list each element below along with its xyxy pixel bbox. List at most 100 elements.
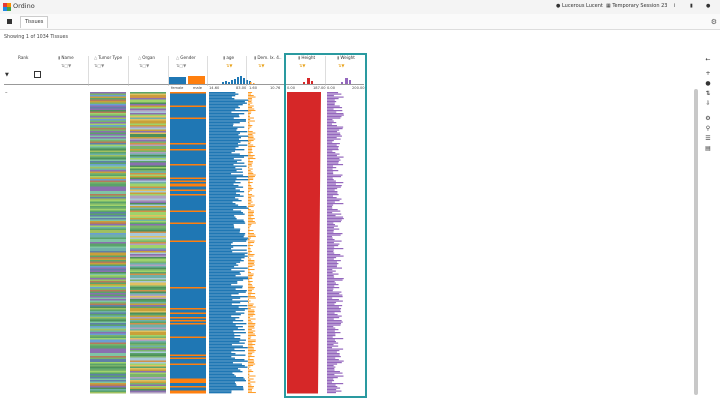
cell-dem-bar [248, 239, 250, 241]
info-icon[interactable]: i [674, 3, 676, 9]
col-header-rank[interactable]: Rank [18, 55, 29, 60]
cell-age-bar [209, 180, 236, 182]
search-icon[interactable]: ⚲ [705, 125, 711, 132]
header-controls-gender[interactable]: ⇅□▼ [176, 63, 187, 68]
cell-gender [170, 285, 206, 287]
cell-height-bar [287, 260, 320, 262]
menu-icon[interactable]: ☰ [705, 135, 711, 142]
col-header-name[interactable]: ▮Name [58, 55, 74, 60]
header-controls-height[interactable]: ⇅▼ [299, 63, 306, 68]
cell-gender [170, 371, 206, 373]
cell-tumor-type [90, 134, 126, 136]
cell-organ [130, 369, 166, 371]
cell-organ [130, 243, 166, 245]
cell-tumor-type [90, 189, 126, 191]
cell-dem-bar [248, 99, 253, 101]
col-header-weight[interactable]: ▮Weight [337, 55, 355, 60]
cell-tumor-type [90, 323, 126, 325]
cell-organ [130, 167, 166, 169]
cell-weight-bar [327, 335, 336, 337]
cell-dem-bar [248, 216, 252, 218]
person-icon[interactable]: ● [705, 80, 711, 87]
user-menu[interactable]: ● Lucerous Lucent [556, 3, 603, 9]
gear-icon[interactable]: ⚙ [710, 18, 717, 26]
cell-height-bar [287, 149, 321, 151]
header-controls-name[interactable]: ⇅□▼ [61, 63, 72, 68]
cell-weight-bar [327, 279, 343, 281]
cell-tumor-type [90, 144, 126, 146]
cell-age-bar [209, 164, 234, 166]
cell-gender [170, 318, 206, 320]
col-header-age[interactable]: ▮age [223, 55, 235, 60]
help-icon[interactable]: ● [706, 3, 711, 9]
cell-age-bar [209, 114, 239, 116]
cell-tumor-type [90, 365, 126, 367]
add-icon[interactable]: + [705, 70, 711, 77]
cell-age-bar [209, 255, 248, 257]
cell-gender [170, 153, 206, 155]
cell-tumor-type [90, 255, 126, 257]
cell-height-bar [287, 101, 321, 103]
header-controls-tumor[interactable]: ⇅□▼ [94, 63, 105, 68]
bookmark-icon[interactable]: ▮ [690, 3, 693, 9]
header-controls-weight[interactable]: ⇅▼ [338, 63, 345, 68]
cell-age-bar [209, 182, 241, 184]
cell-weight-bar [327, 276, 335, 278]
tab-tissues[interactable]: Tissues [20, 16, 49, 28]
col-header-organ[interactable]: △Organ [138, 55, 156, 60]
cell-organ [130, 102, 166, 104]
home-icon[interactable] [5, 17, 14, 26]
cell-height-bar [287, 389, 319, 391]
cell-weight-bar [327, 284, 339, 286]
cell-tumor-type [90, 150, 126, 152]
cell-tumor-type [90, 312, 126, 314]
settings-icon[interactable]: ⚙ [705, 115, 711, 122]
cell-tumor-type [90, 192, 126, 194]
cell-gender [170, 315, 206, 317]
cell-weight-bar [327, 263, 339, 265]
download-icon[interactable]: ⇩ [705, 100, 711, 107]
select-all-checkbox[interactable] [34, 71, 41, 78]
cell-age-bar [209, 375, 237, 377]
cell-organ [130, 227, 166, 229]
group-row-icon[interactable]: – [5, 90, 8, 96]
cell-tumor-type [90, 201, 126, 203]
header-controls-age[interactable]: ⇅▼ [226, 63, 233, 68]
cell-weight-bar [327, 270, 336, 272]
cell-tumor-type [90, 356, 126, 358]
cell-tumor-type [90, 119, 126, 121]
cell-weight-bar [327, 224, 336, 226]
col-header-gender[interactable]: △Gender [176, 55, 196, 60]
cell-organ [130, 384, 166, 386]
cell-tumor-type [90, 233, 126, 235]
cell-height-bar [287, 276, 320, 278]
cell-tumor-type [90, 224, 126, 226]
cell-age-bar [209, 300, 249, 302]
cell-age-bar [209, 156, 245, 158]
col-header-height[interactable]: ▮Height [298, 55, 316, 60]
cell-gender [170, 321, 206, 323]
cell-dem-bar [248, 188, 254, 190]
header-controls-organ[interactable]: ⇅□▼ [139, 63, 150, 68]
cell-gender [170, 123, 206, 125]
cell-weight-bar [327, 122, 337, 124]
cell-age-bar [209, 234, 245, 236]
cell-tumor-type [90, 335, 126, 337]
save-icon[interactable]: ▤ [705, 145, 711, 152]
sort-icon[interactable]: ⇅ [705, 90, 711, 97]
cell-gender [170, 288, 206, 290]
cell-dem-bar [248, 153, 251, 155]
col-header-tumor-type[interactable]: △Tumor Type [94, 55, 123, 60]
cell-organ [130, 303, 166, 305]
height-max-label: 187.00 [313, 86, 326, 90]
back-icon[interactable]: ← [705, 56, 711, 63]
cell-dem-bar [248, 345, 253, 347]
cell-tumor-type [90, 332, 126, 334]
col-header-dem[interactable]: ▮Dem. Ix. 4.. [254, 55, 282, 60]
session-menu[interactable]: ▦ Temporary Session 23 [606, 3, 667, 9]
rank-collapse-icon[interactable]: ▼ [5, 72, 9, 78]
cell-weight-bar [327, 264, 338, 266]
header-controls-dem[interactable]: ⇅▼ [258, 63, 265, 68]
table-scrollbar[interactable] [694, 89, 698, 395]
